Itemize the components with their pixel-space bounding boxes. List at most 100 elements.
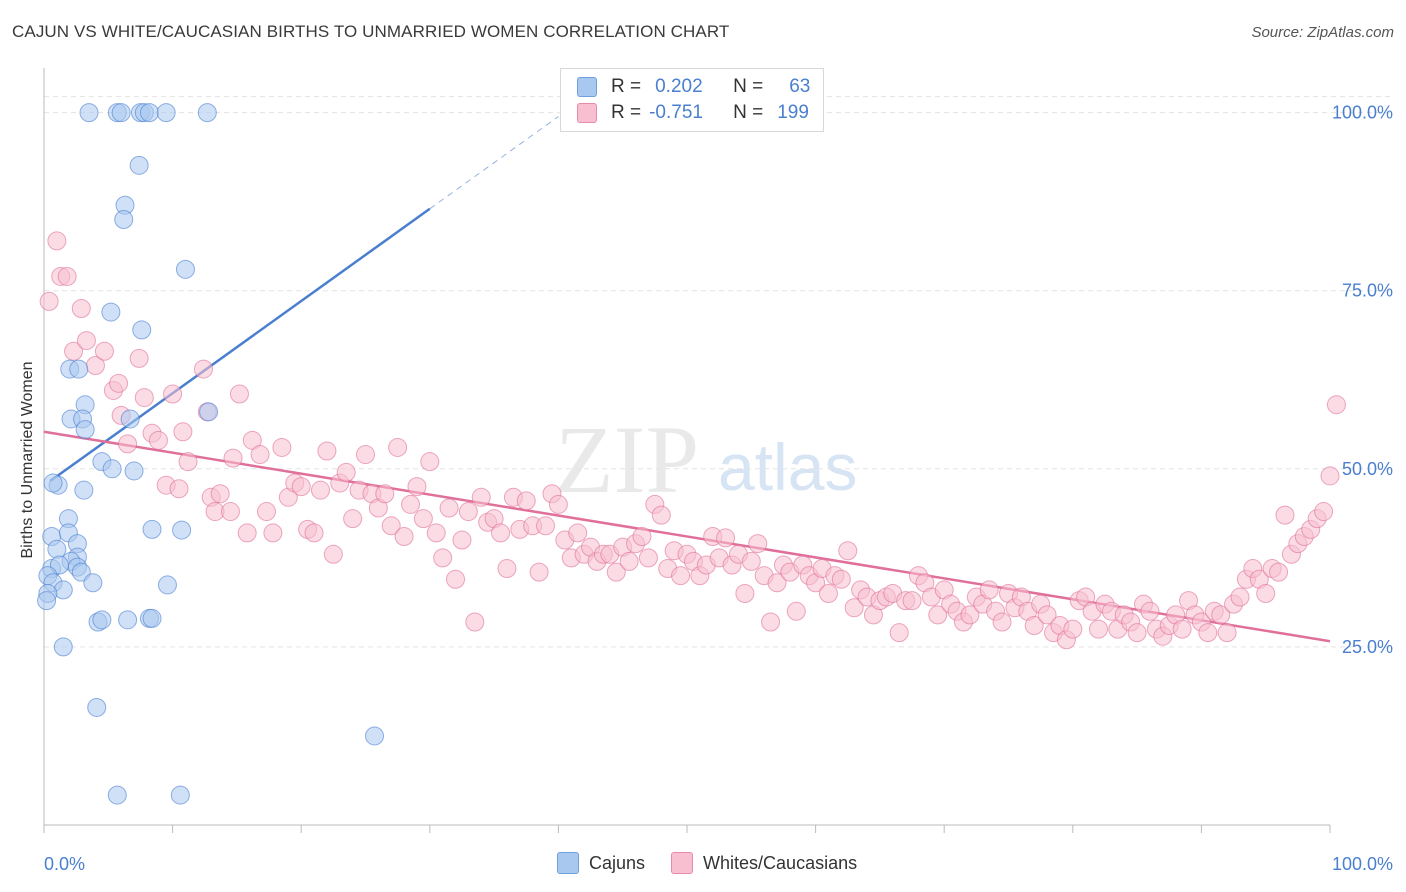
y-tick-label: 25.0% — [1342, 637, 1393, 657]
y-tick-label: 100.0% — [1332, 103, 1393, 123]
data-point — [83, 573, 103, 593]
chart-title: CAJUN VS WHITE/CAUCASIAN BIRTHS TO UNMAR… — [12, 22, 730, 41]
data-point — [446, 569, 466, 589]
legend-item-cajuns[interactable]: Cajuns — [557, 852, 645, 874]
data-point — [263, 523, 283, 543]
trend-line-extension — [429, 116, 559, 210]
data-point — [831, 569, 851, 589]
data-point — [365, 726, 385, 746]
data-point — [497, 559, 517, 579]
x-tick-label: 100.0% — [1332, 854, 1393, 874]
data-point — [516, 491, 536, 511]
data-point — [343, 509, 363, 529]
data-point — [210, 484, 230, 504]
data-point — [606, 562, 626, 582]
data-point — [139, 103, 159, 123]
data-point — [716, 528, 736, 548]
legend-label-whites: Whites/Caucasians — [703, 852, 858, 873]
data-point — [638, 548, 658, 568]
data-point — [536, 516, 556, 536]
data-point — [458, 502, 478, 522]
data-point — [844, 598, 864, 618]
data-point — [401, 494, 421, 514]
data-point — [632, 526, 652, 546]
data-point — [142, 519, 162, 539]
data-point — [1230, 587, 1250, 607]
data-point — [107, 785, 127, 805]
data-point — [491, 523, 511, 543]
data-point — [148, 430, 168, 450]
data-point — [671, 566, 691, 586]
data-point — [109, 373, 129, 393]
data-point — [928, 605, 948, 625]
data-point — [197, 103, 217, 123]
legend-item-whites[interactable]: Whites/Caucasians — [671, 852, 857, 874]
data-point — [71, 299, 91, 319]
data-point — [39, 291, 59, 311]
data-point — [304, 523, 324, 543]
data-point — [1211, 605, 1231, 625]
data-point — [223, 448, 243, 468]
data-point — [529, 562, 549, 582]
legend-row-cajuns: R = 0.202 N = 63 — [577, 75, 810, 99]
data-point — [1089, 619, 1109, 639]
data-point — [120, 409, 140, 429]
data-point — [1217, 623, 1237, 643]
data-point — [619, 551, 639, 571]
data-point — [47, 231, 67, 251]
watermark-atlas: atlas — [718, 430, 857, 504]
data-point — [1127, 623, 1147, 643]
data-point — [114, 209, 134, 229]
data-point — [75, 420, 95, 440]
correlation-legend: R = 0.202 N = 63 R = -0.751 N = 199 — [560, 68, 824, 132]
watermark: ZIP atlas — [555, 406, 857, 513]
data-point — [767, 573, 787, 593]
data-point — [452, 530, 472, 550]
y-tick-label: 50.0% — [1342, 459, 1393, 479]
data-point — [741, 551, 761, 571]
data-point — [142, 608, 162, 628]
data-point — [156, 103, 176, 123]
data-point — [439, 498, 459, 518]
axes — [43, 68, 1331, 833]
tick-labels: 25.0% 50.0% 75.0% 100.0% 0.0% 100.0% — [44, 103, 1393, 874]
data-point — [172, 520, 192, 540]
data-point — [979, 580, 999, 600]
data-point — [69, 359, 89, 379]
legend-swatch-cajuns — [577, 77, 597, 97]
data-point — [229, 384, 249, 404]
data-point — [426, 523, 446, 543]
data-point — [94, 341, 114, 361]
data-point — [407, 477, 427, 497]
data-point — [1275, 505, 1295, 525]
data-point — [134, 388, 154, 408]
data-point — [1320, 466, 1340, 486]
legend-label-cajuns: Cajuns — [589, 852, 646, 873]
data-point — [53, 580, 73, 600]
data-point — [92, 610, 112, 630]
data-point — [1037, 605, 1057, 625]
source-credit: Source: ZipAtlas.com — [1251, 24, 1394, 41]
data-point — [651, 505, 671, 525]
data-point — [193, 359, 213, 379]
legend-row-whites: R = -0.751 N = 199 — [577, 101, 809, 125]
data-point — [102, 459, 122, 479]
data-point — [47, 539, 67, 559]
data-point — [220, 502, 240, 522]
r-value: 0.202 — [655, 76, 703, 97]
data-point — [272, 437, 292, 457]
n-label: N = — [733, 102, 764, 123]
data-point — [1256, 583, 1276, 603]
data-point — [336, 462, 356, 482]
data-point — [1172, 619, 1192, 639]
r-label: R = — [611, 76, 642, 97]
data-point — [381, 516, 401, 536]
data-point — [323, 544, 343, 564]
data-point — [388, 437, 408, 457]
data-point — [818, 583, 838, 603]
data-point — [761, 612, 781, 632]
data-point — [433, 548, 453, 568]
data-point — [53, 637, 73, 657]
data-point — [735, 583, 755, 603]
